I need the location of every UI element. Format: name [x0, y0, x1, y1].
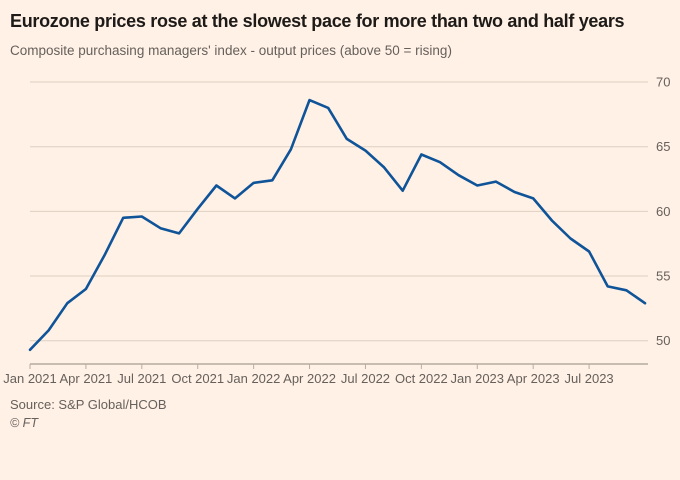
- pmi-output-prices-line: [28, 98, 647, 352]
- x-axis-label: Apr 2022: [283, 371, 336, 386]
- y-axis-label: 60: [656, 204, 670, 219]
- x-axis-label: Jul 2022: [341, 371, 390, 386]
- x-axis-label: Jan 2021: [3, 371, 57, 386]
- line-chart: 50 55 60 65 70 Jan 2021 Apr 2021 Jul 2021 Oct 20…: [3, 75, 670, 386]
- y-axis-label: 65: [656, 139, 670, 154]
- x-axis-label: Jan 2022: [227, 371, 281, 386]
- x-axis-label: Jul 2021: [117, 371, 166, 386]
- y-axis-label: 70: [656, 75, 670, 90]
- x-axis-label: Jan 2023: [451, 371, 505, 386]
- x-axis-label: Apr 2021: [60, 371, 113, 386]
- y-axis-label: 55: [656, 269, 670, 284]
- x-axis-label: Oct 2022: [395, 371, 448, 386]
- ft-copyright: © FT: [10, 416, 38, 430]
- chart-subtitle: Composite purchasing managers' index - o…: [10, 43, 452, 58]
- chart-title: Eurozone prices rose at the slowest pace…: [10, 11, 625, 31]
- source-note: Source: S&P Global/HCOB: [10, 397, 167, 412]
- x-axis-label: Jul 2023: [565, 371, 614, 386]
- x-axis-label: Oct 2021: [171, 371, 224, 386]
- y-axis-label: 50: [656, 333, 670, 348]
- chart-container: Eurozone prices rose at the slowest pace…: [0, 8, 680, 480]
- x-axis-label: Apr 2023: [507, 371, 560, 386]
